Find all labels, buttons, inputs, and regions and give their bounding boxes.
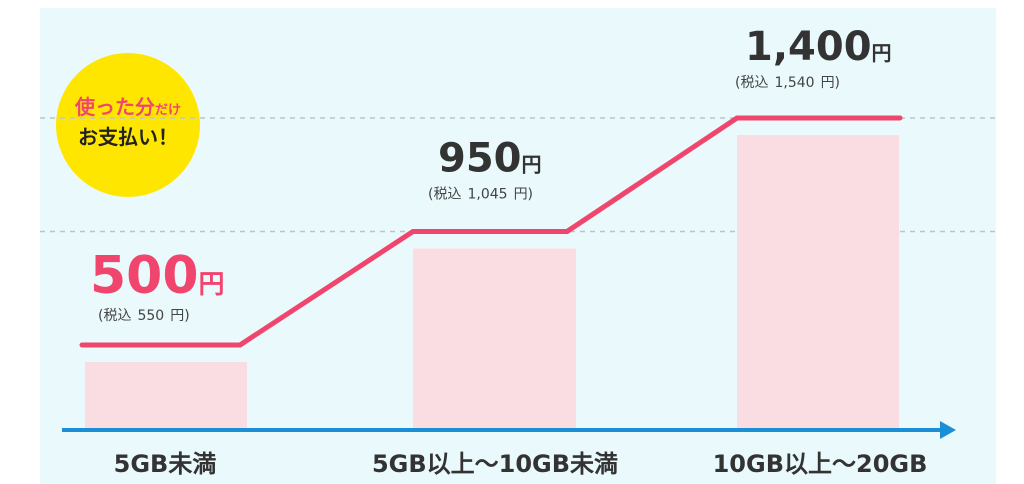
tax-prefix: (税込 bbox=[428, 187, 461, 203]
bar bbox=[413, 248, 576, 430]
badge bbox=[56, 53, 200, 197]
price-value: 1,400 bbox=[745, 24, 872, 70]
tax-suffix: 円) bbox=[821, 75, 840, 91]
price-unit: 円 bbox=[522, 153, 542, 177]
price-label: 500円 bbox=[90, 246, 225, 306]
price-unit: 円 bbox=[872, 41, 892, 65]
badge-text: 使った分だけ bbox=[74, 95, 181, 119]
x-tick-label: 5GB以上〜10GB未満 bbox=[372, 450, 618, 478]
tax-prefix: (税込 bbox=[735, 75, 768, 91]
tax-label: (税込 1,540 円) bbox=[735, 75, 840, 91]
bar bbox=[85, 362, 247, 430]
tax-suffix: 円) bbox=[170, 308, 189, 324]
badge-main: 使った分 bbox=[74, 95, 155, 119]
tax-prefix: (税込 bbox=[98, 308, 131, 324]
price-value: 950 bbox=[438, 136, 522, 182]
tax-label: (税込 550 円) bbox=[98, 308, 190, 324]
step-connector bbox=[564, 115, 740, 234]
step-connector bbox=[237, 229, 416, 348]
tax-value: 1,045 bbox=[467, 187, 507, 203]
bar bbox=[737, 135, 899, 430]
tax-value: 1,540 bbox=[774, 75, 814, 91]
x-tick-label: 10GB以上〜20GB bbox=[713, 450, 928, 478]
x-tick-label: 5GB未満 bbox=[114, 450, 217, 478]
axis-arrow bbox=[940, 421, 956, 439]
tax-suffix: 円) bbox=[514, 187, 533, 203]
price-label: 950円 bbox=[438, 136, 542, 182]
price-unit: 円 bbox=[199, 270, 225, 300]
badge-text: お支払い！ bbox=[78, 125, 178, 149]
tax-value: 550 bbox=[137, 308, 164, 324]
tax-label: (税込 1,045 円) bbox=[428, 187, 533, 203]
price-value: 500 bbox=[90, 246, 199, 306]
badge-small: だけ bbox=[155, 103, 181, 118]
price-label: 1,400円 bbox=[745, 24, 892, 70]
